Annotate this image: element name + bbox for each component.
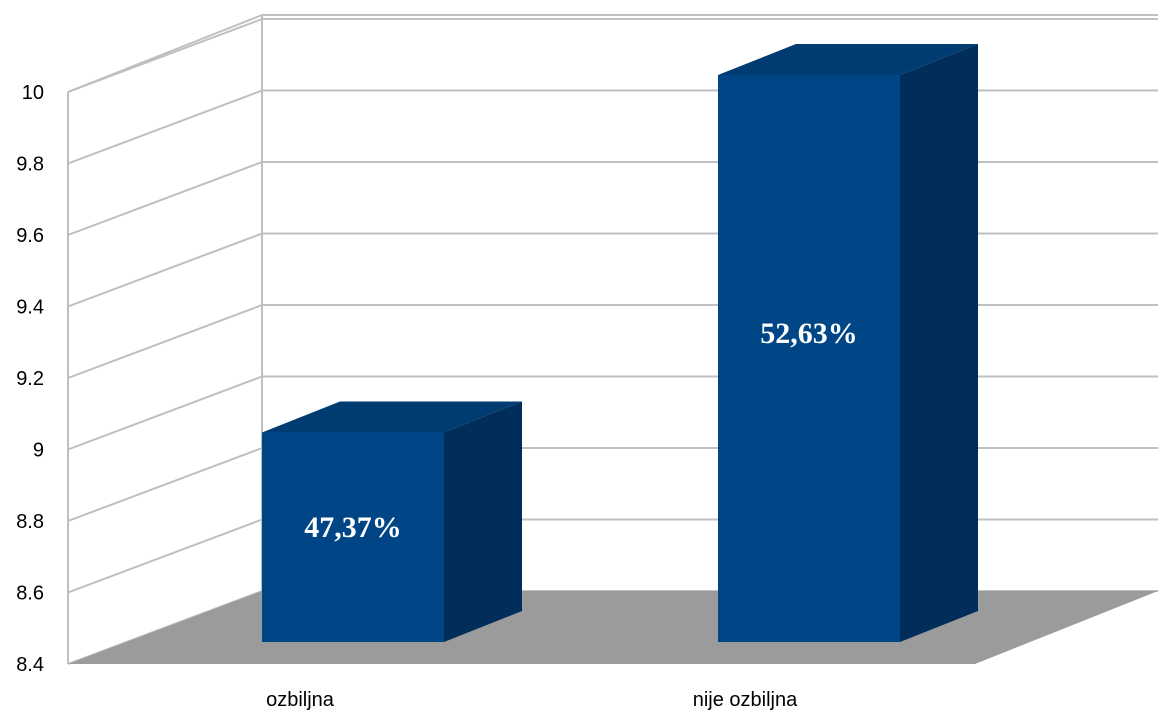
bar-side-face — [444, 402, 522, 643]
x-category-label: nije ozbiljna — [693, 689, 798, 711]
side-wall-gridline — [68, 448, 262, 521]
bars — [262, 44, 978, 642]
bar-side-face — [900, 44, 978, 642]
y-tick-label: 9 — [33, 440, 44, 462]
side-wall-gridline — [68, 162, 262, 235]
y-tick-label: 9.4 — [16, 297, 44, 319]
bar-front-face — [718, 75, 900, 642]
chart-walls — [68, 15, 1158, 664]
y-tick-label: 9.8 — [16, 154, 44, 176]
side-wall-gridline — [68, 305, 262, 378]
side-wall-top-edge — [68, 15, 262, 92]
y-tick-label: 9.6 — [16, 225, 44, 247]
y-tick-label: 8.4 — [16, 654, 44, 676]
data-label: 52,63% — [760, 317, 858, 350]
y-axis-ticks: 8.4 8.6 8.8 9 9.2 9.4 9.6 9.8 10 — [16, 82, 44, 676]
y-tick-label: 8.6 — [16, 583, 44, 605]
side-wall-gridline — [68, 520, 262, 593]
x-axis-categories: ozbiljna nije ozbiljna — [266, 689, 798, 711]
y-tick-label: 8.8 — [16, 511, 44, 533]
side-wall-gridline — [68, 377, 262, 450]
side-wall-gridline — [68, 91, 262, 164]
y-tick-label: 10 — [22, 82, 44, 104]
data-label: 47,37% — [304, 511, 402, 544]
y-tick-label: 9.2 — [16, 368, 44, 390]
x-category-label: ozbiljna — [266, 689, 335, 711]
side-wall-gridline — [68, 234, 262, 307]
